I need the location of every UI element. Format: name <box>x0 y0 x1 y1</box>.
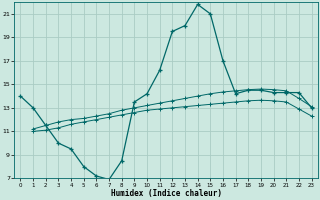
X-axis label: Humidex (Indice chaleur): Humidex (Indice chaleur) <box>110 189 221 198</box>
